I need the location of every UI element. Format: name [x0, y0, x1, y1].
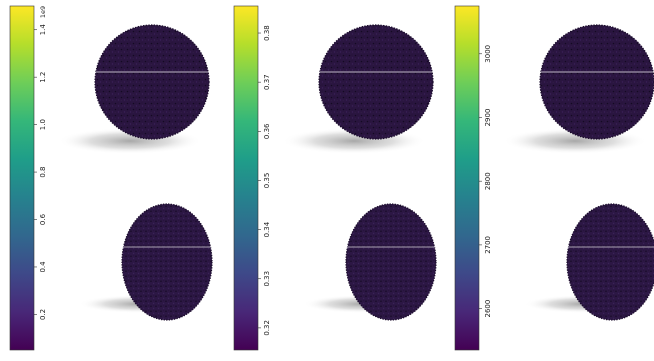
colorbar-tick-label: 1.2 [39, 72, 47, 83]
colorbar-tick-label: 0.34 [263, 221, 271, 237]
colorbar-tick-label: 2800 [484, 172, 492, 190]
panel-2: 0.32 0.33 0.34 0.35 0.36 0.37 0.38 [233, 5, 437, 351]
panel-1: 0.2 0.4 0.6 0.8 1.0 1.2 1.4 1e9 [9, 5, 213, 351]
colorbar-tick-label: 0.35 [263, 173, 271, 189]
colorbar-exponent-label: 1e9 [39, 6, 47, 18]
sphere-edge [94, 24, 210, 140]
colorbar-tick-label: 0.33 [263, 271, 271, 287]
colorbar-tick-label: 0.8 [39, 166, 47, 177]
colorbar-tick-label: 0.32 [263, 320, 271, 336]
colorbar-tick-label: 2900 [484, 109, 492, 127]
particle-sphere [319, 25, 433, 139]
colorbar-tick-label: 1.4 [39, 24, 47, 36]
ellipsoid-edge [345, 203, 437, 321]
sphere-edge [539, 24, 654, 140]
colorbar [233, 5, 259, 351]
colorbar-tick-label: 1.0 [39, 119, 47, 130]
colorbar-tick-label: 0.37 [263, 74, 271, 90]
colorbar-tick-label: 2600 [484, 300, 492, 318]
particle-sphere [95, 25, 209, 139]
colorbar [9, 5, 35, 351]
colorbar-tick-label: 3000 [484, 45, 492, 63]
colorbar-tick-label: 2700 [484, 236, 492, 254]
colorbar-tick-label: 0.36 [263, 123, 271, 139]
colorbar [454, 5, 480, 351]
particle-ellipsoid [567, 204, 654, 320]
colorbar-tick-label: 0.6 [39, 213, 47, 225]
particle-ellipsoid [346, 204, 436, 320]
colorbar-tick-label: 0.38 [263, 25, 271, 41]
ellipsoid-edge [566, 203, 654, 321]
ellipsoid-edge [121, 203, 213, 321]
panel-3: 2600 2700 2800 2900 3000 [454, 5, 654, 351]
colorbar-tick-label: 0.2 [39, 309, 47, 320]
sphere-edge [318, 24, 434, 140]
particle-ellipsoid [122, 204, 212, 320]
particle-sphere [540, 25, 654, 139]
colorbar-tick-label: 0.4 [39, 261, 47, 273]
